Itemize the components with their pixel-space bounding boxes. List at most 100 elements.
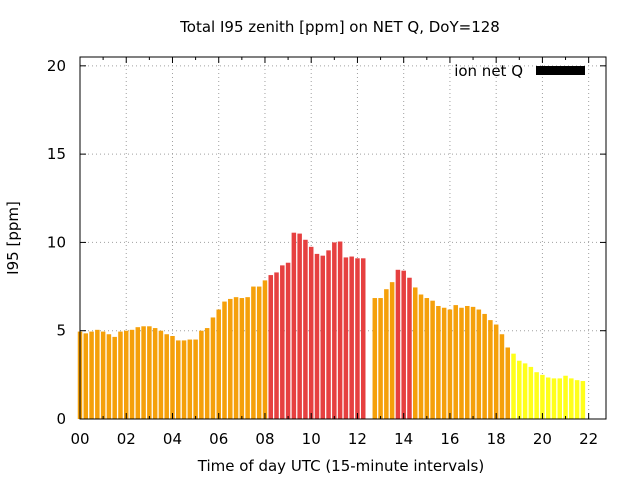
bar (158, 330, 164, 419)
bar (320, 255, 326, 419)
x-tick-label: 20 (533, 430, 552, 448)
bar (493, 324, 499, 419)
x-tick-label: 12 (348, 430, 367, 448)
grid (80, 57, 606, 419)
bar (349, 256, 354, 419)
axis-ticks (79, 57, 606, 420)
bar (129, 329, 135, 419)
bar (505, 347, 510, 419)
bar (314, 253, 320, 419)
x-tick-label: 22 (579, 430, 598, 448)
bar (488, 320, 493, 419)
x-tick-labels: 00 02 04 06 08 10 12 14 16 18 20 22 (70, 430, 598, 448)
bar (239, 298, 245, 419)
bar (540, 374, 545, 419)
bar (326, 250, 331, 419)
bar (441, 307, 447, 419)
bar (563, 375, 568, 419)
bars (77, 232, 586, 419)
bar (233, 297, 239, 419)
y-tick-label: 10 (47, 233, 66, 251)
bar (285, 262, 291, 419)
bar (199, 330, 204, 419)
y-tick-label: 15 (47, 145, 66, 163)
y-tick-labels: 0 5 10 15 20 (47, 57, 66, 428)
x-axis-label: Time of day UTC (15-minute intervals) (197, 457, 484, 475)
bar (534, 372, 539, 419)
bar (89, 331, 94, 419)
bar (459, 307, 464, 419)
bar (193, 339, 198, 419)
bar (216, 309, 221, 419)
bar (308, 246, 314, 419)
bar (574, 380, 580, 419)
bar (355, 258, 360, 419)
y-tick-label: 0 (56, 410, 66, 428)
bar (476, 309, 482, 419)
bar (545, 377, 551, 419)
bar (245, 297, 250, 419)
bar (100, 331, 106, 419)
y-axis-label: I95 [ppm] (4, 201, 22, 275)
bar (401, 270, 406, 419)
bar (424, 298, 430, 419)
bar (164, 334, 169, 419)
legend: ion net Q (454, 62, 585, 80)
x-tick-label: 10 (302, 430, 321, 448)
bar (256, 286, 262, 419)
bar (228, 298, 233, 419)
bar (384, 289, 389, 419)
bar (135, 327, 141, 419)
legend-label: ion net Q (454, 62, 523, 80)
bar (106, 334, 112, 419)
bar (187, 339, 193, 419)
x-tick-label: 08 (255, 430, 274, 448)
bar (360, 258, 366, 419)
bar (453, 305, 458, 419)
bar (112, 336, 117, 419)
x-tick-label: 16 (440, 430, 459, 448)
y-tick-label: 5 (56, 322, 66, 340)
bar (372, 298, 378, 419)
x-tick-label: 06 (209, 430, 228, 448)
bar (430, 300, 435, 419)
bar (378, 298, 383, 419)
bar (413, 287, 418, 419)
bar (436, 305, 441, 419)
plot-frame (79, 56, 607, 420)
bar (551, 378, 557, 419)
bar (511, 353, 516, 419)
bar (517, 360, 522, 419)
bar (291, 232, 297, 419)
x-tick-label: 04 (163, 430, 182, 448)
x-tick-label: 18 (487, 430, 506, 448)
bar (499, 334, 505, 419)
bar (418, 294, 424, 419)
bar (528, 366, 534, 419)
bar (147, 326, 152, 419)
bar (470, 306, 476, 419)
bar (251, 286, 256, 419)
bar (465, 305, 470, 419)
bar (522, 363, 528, 419)
bar (123, 330, 129, 419)
bar (274, 272, 279, 419)
bar (395, 269, 401, 419)
bar (268, 275, 273, 419)
bar (210, 317, 216, 419)
bar (152, 328, 158, 419)
bar (447, 309, 453, 419)
bar (482, 313, 487, 419)
bar (280, 265, 285, 419)
bar (389, 282, 395, 419)
chart-title: Total I95 zenith [ppm] on NET Q, DoY=128 (179, 18, 500, 36)
bar (141, 326, 146, 419)
bar (580, 381, 586, 419)
bar (181, 340, 187, 419)
x-tick-label: 02 (117, 430, 136, 448)
bar (569, 378, 574, 419)
bar (557, 378, 563, 419)
y-tick-label: 20 (47, 57, 66, 75)
bar (343, 257, 349, 419)
